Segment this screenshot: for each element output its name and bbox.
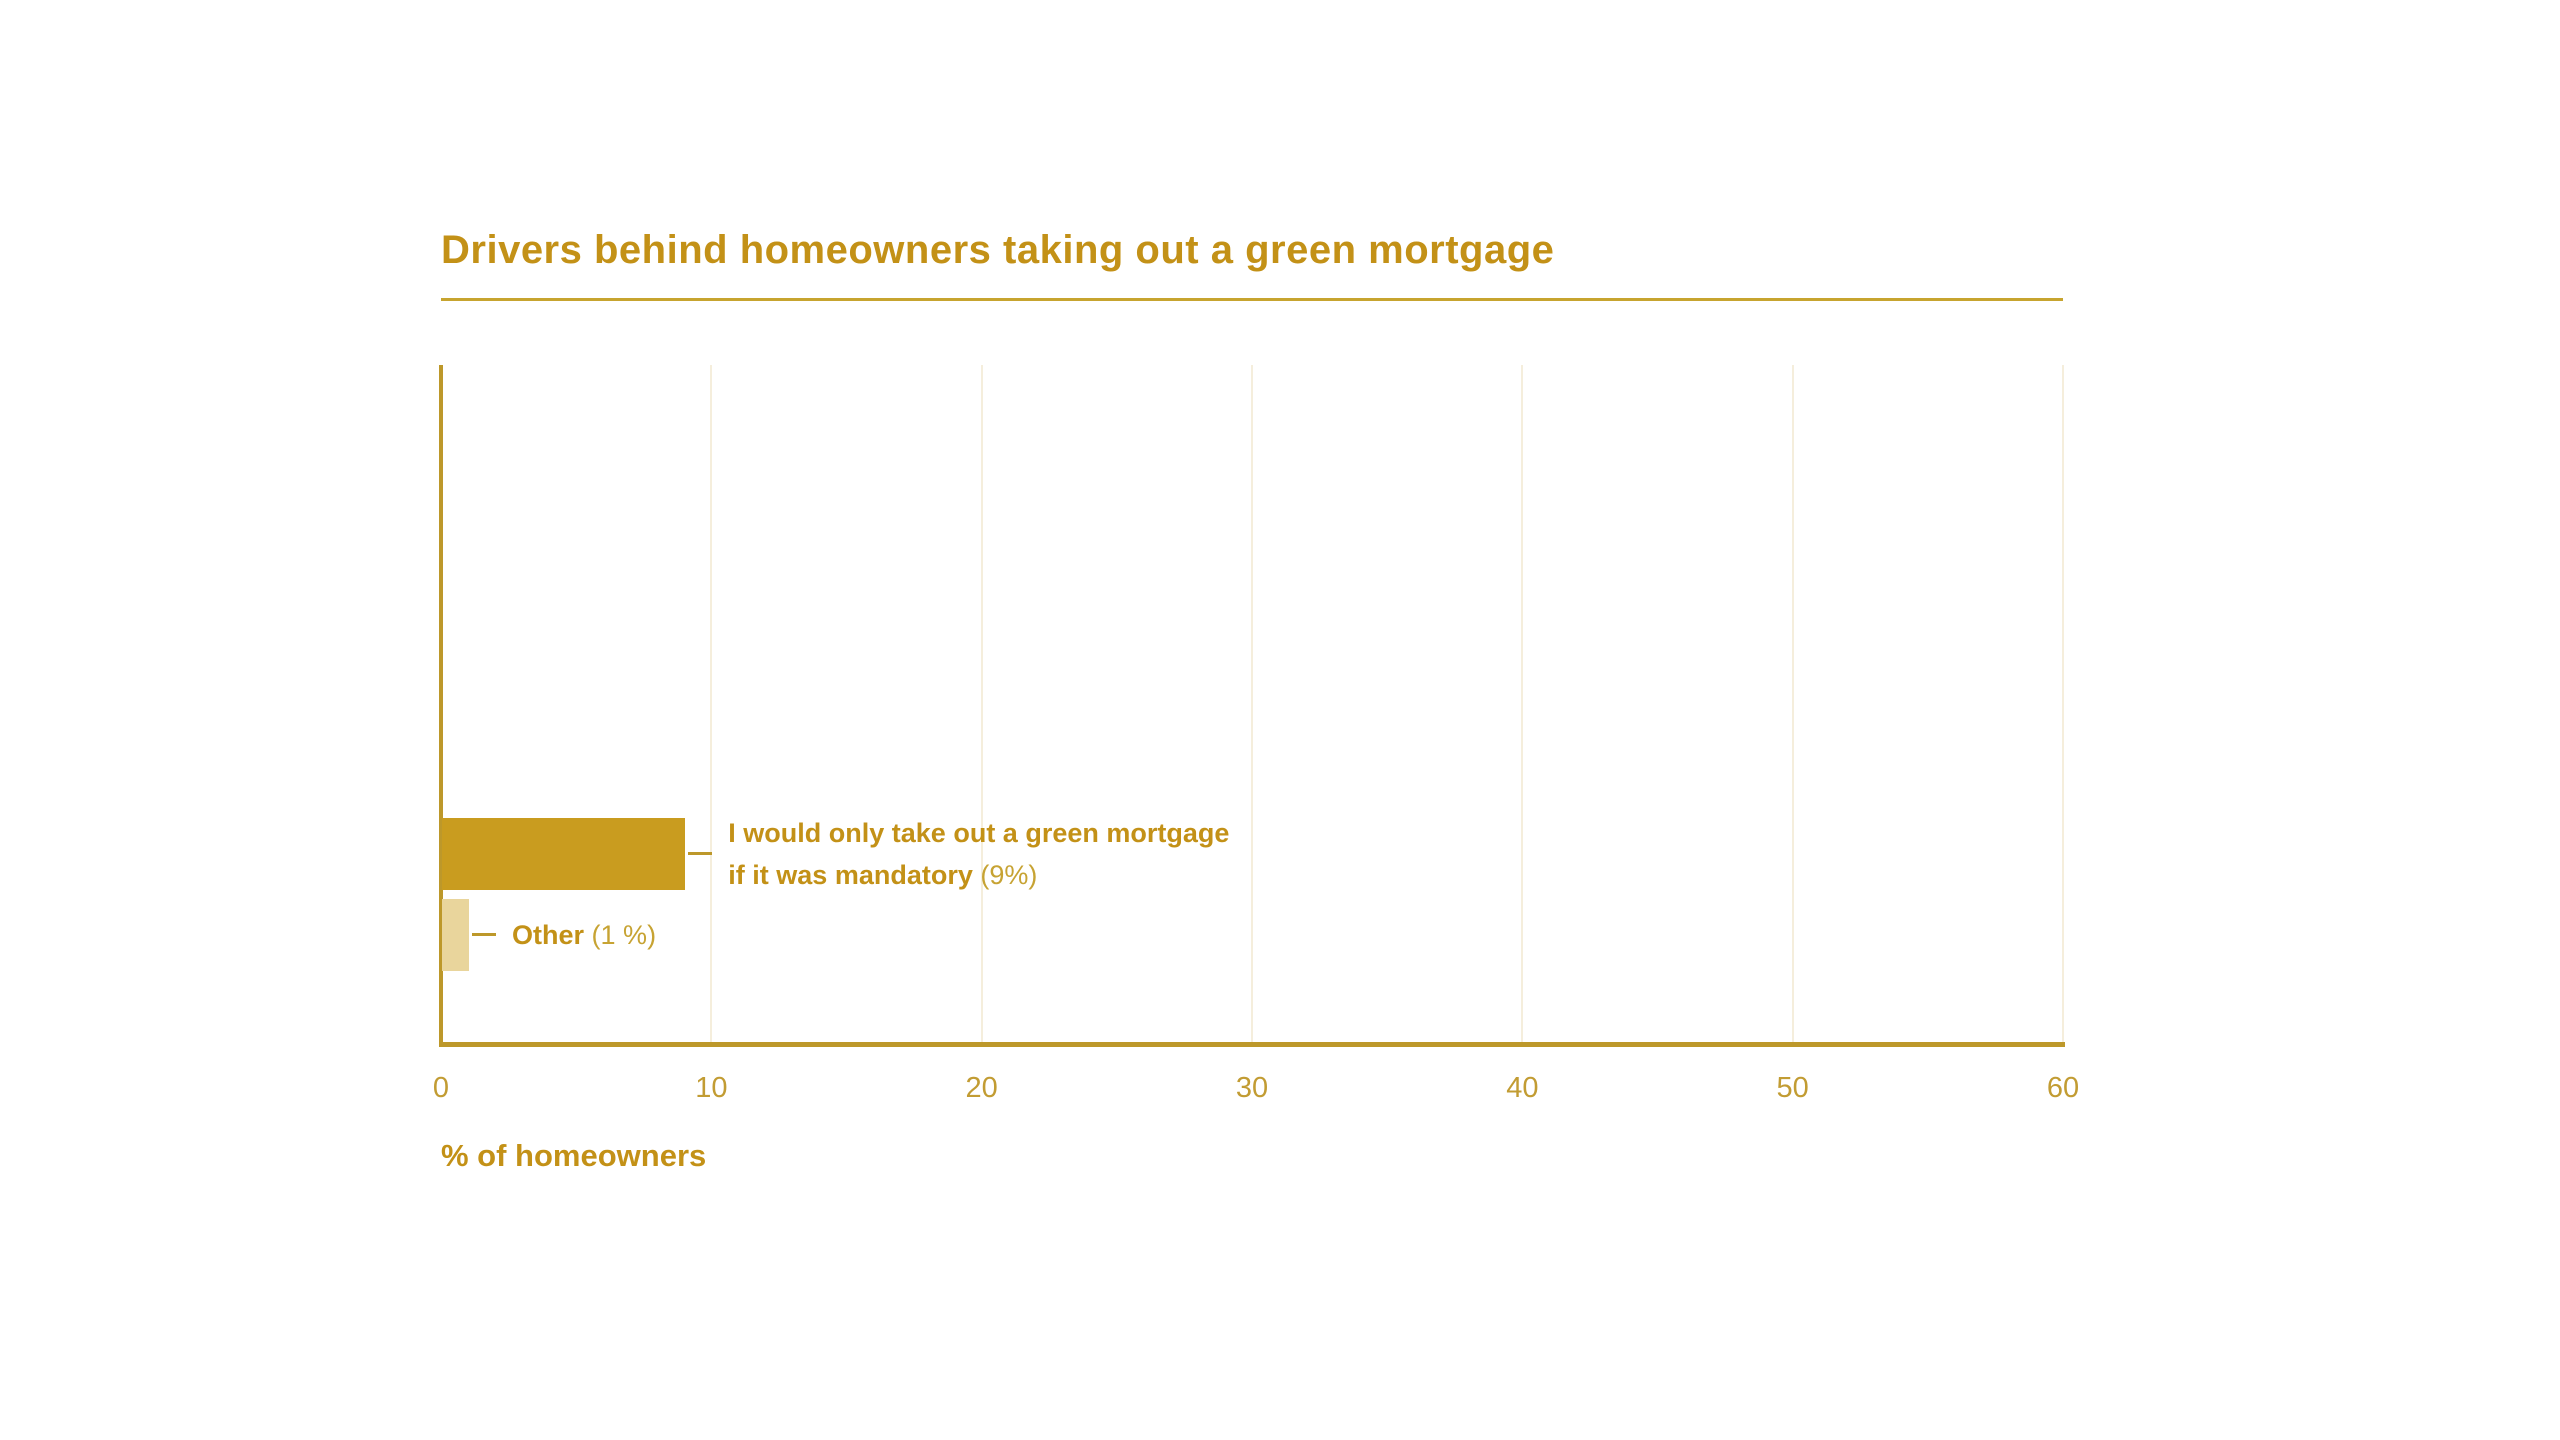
bar-label-text-0: I would only take out a green mortgage i… — [728, 818, 1230, 890]
x-axis-title: % of homeowners — [441, 1138, 707, 1173]
gridline-50 — [1791, 365, 1794, 1045]
bar-label-text-1: Other — [512, 920, 585, 950]
chart-title: Drivers behind homeowners taking out a g… — [441, 228, 1555, 272]
x-tick-0: 0 — [432, 1072, 450, 1104]
x-tick-30: 30 — [1235, 1072, 1269, 1104]
gridline-60 — [2062, 365, 2064, 1045]
x-axis-line — [439, 1042, 2065, 1047]
bar-label-1: Other (1 %) — [512, 914, 656, 956]
x-tick-60: 60 — [2046, 1072, 2080, 1104]
leader-line-0 — [688, 852, 713, 855]
bar-label-value-1: (1 %) — [584, 920, 657, 950]
bar-label-value-0: (9%) — [972, 860, 1038, 890]
gridline-30 — [1251, 365, 1253, 1045]
gridline-10 — [710, 365, 713, 1045]
y-axis-line — [439, 365, 443, 1045]
bar-1 — [442, 899, 470, 971]
plot-area: I would only take out a green mortgage i… — [439, 365, 2065, 1047]
x-tick-40: 40 — [1506, 1072, 1539, 1104]
leader-line-1 — [472, 933, 497, 936]
title-rule — [441, 298, 2063, 301]
gridline-20 — [980, 365, 983, 1045]
bar-label-0: I would only take out a green mortgage i… — [728, 812, 1229, 896]
x-tick-10: 10 — [695, 1072, 728, 1104]
bar-0 — [442, 818, 686, 890]
x-tick-50: 50 — [1776, 1072, 1809, 1104]
gridline-40 — [1521, 365, 1524, 1045]
x-tick-20: 20 — [965, 1072, 998, 1104]
